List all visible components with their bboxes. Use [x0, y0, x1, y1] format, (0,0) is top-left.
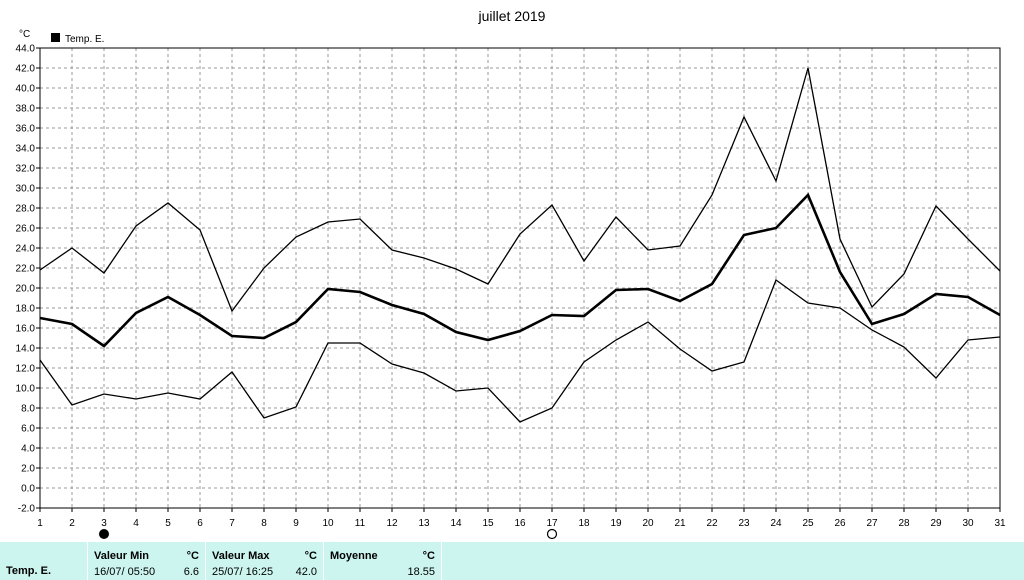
x-tick-label: 30 — [962, 518, 974, 529]
y-tick-label: 0.0 — [21, 484, 35, 495]
x-tick-label: 2 — [69, 518, 75, 529]
x-tick-label: 11 — [355, 518, 366, 529]
x-tick-label: 22 — [706, 518, 718, 529]
min-value: 6.6 — [183, 566, 199, 578]
y-tick-label: 10.0 — [16, 384, 36, 395]
y-tick-label: 22.0 — [16, 264, 36, 275]
avg-header: Moyenne — [330, 550, 378, 562]
x-tick-label: 7 — [229, 518, 235, 529]
temperature-chart: juillet 2019 °C Temp. E. -2.0 0.0 2.0 4.0 6.… — [16, 8, 1006, 540]
x-tick-label: 19 — [610, 518, 622, 529]
y-tick-label: 42.0 — [16, 64, 36, 75]
y-tick-label: 2.0 — [21, 464, 35, 475]
grid — [40, 48, 1000, 508]
y-tick-label: 28.0 — [16, 204, 36, 215]
y-tick-label: 30.0 — [16, 184, 36, 195]
avg-value: 18.55 — [407, 566, 435, 578]
statistics-bar: Temp. E. Valeur Min °C 16/07/ 05:50 6.6 … — [0, 542, 1024, 580]
y-tick-label: 8.0 — [21, 404, 35, 415]
x-tick-label: 3 — [101, 518, 107, 529]
x-tick-label: 12 — [386, 518, 398, 529]
avg-unit: °C — [422, 550, 435, 562]
x-tick-label: 23 — [738, 518, 750, 529]
y-unit-label: °C — [19, 29, 30, 40]
x-tick-label: 25 — [802, 518, 814, 529]
x-tick-label: 1 — [37, 518, 43, 529]
y-tick-label: 32.0 — [16, 164, 36, 175]
plot-frame — [39, 47, 1001, 509]
min-date: 16/07/ 05:50 — [94, 566, 156, 578]
series-line-max — [39, 67, 1001, 313]
y-tick-label: 44.0 — [16, 44, 36, 55]
x-tick-label: 26 — [834, 518, 846, 529]
x-tick-label: 18 — [578, 518, 590, 529]
x-tick-label: 17 — [546, 518, 558, 529]
stats-row-label-cell: Temp. E. — [0, 542, 88, 580]
y-tick-label: 12.0 — [16, 364, 36, 375]
y-tick-label: 36.0 — [16, 124, 36, 135]
chart-title: juillet 2019 — [478, 8, 546, 24]
series-line-mean — [39, 192, 1001, 348]
x-tick-label: 31 — [994, 518, 1006, 529]
y-tick-label: -2.0 — [18, 504, 36, 515]
x-tick-label: 29 — [930, 518, 942, 529]
y-tick-label: 26.0 — [16, 224, 36, 235]
x-tick-label: 8 — [261, 518, 267, 529]
legend-label: Temp. E. — [65, 34, 104, 45]
x-tick-label: 13 — [418, 518, 430, 529]
x-tick-label: 5 — [165, 518, 171, 529]
stats-max-cell: Valeur Max °C 25/07/ 16:25 42.0 — [206, 542, 324, 580]
x-axis-ticks: 1 2 3 4 5 6 7 8 9 10 11 12 13 14 15 16 17 18 19 20 21 22 23 24 2… — [37, 508, 1006, 529]
max-date: 25/07/ 16:25 — [212, 566, 274, 578]
x-tick-label: 6 — [197, 518, 203, 529]
y-axis-ticks: -2.0 0.0 2.0 4.0 6.0 8.0 10.0 12.0 14.0 16.0 18.0 2… — [16, 44, 40, 515]
x-tick-label: 20 — [642, 518, 654, 529]
y-tick-label: 34.0 — [16, 144, 36, 155]
max-header: Valeur Max — [212, 550, 270, 562]
max-unit: °C — [304, 550, 317, 562]
y-tick-label: 16.0 — [16, 324, 36, 335]
x-tick-label: 16 — [514, 518, 526, 529]
y-tick-label: 14.0 — [16, 344, 36, 355]
y-tick-label: 4.0 — [21, 444, 35, 455]
full-moon-icon — [546, 528, 558, 540]
y-tick-label: 18.0 — [16, 304, 36, 315]
y-tick-label: 38.0 — [16, 104, 36, 115]
series-line-min — [39, 278, 1001, 423]
stats-row-label: Temp. E. — [6, 565, 52, 577]
x-tick-label: 9 — [293, 518, 299, 529]
x-tick-label: 15 — [482, 518, 494, 529]
moon-markers — [99, 528, 558, 540]
min-header: Valeur Min — [94, 550, 150, 562]
x-tick-label: 4 — [133, 518, 139, 529]
min-unit: °C — [186, 550, 199, 562]
y-tick-label: 40.0 — [16, 84, 36, 95]
x-tick-label: 14 — [450, 518, 462, 529]
legend-swatch — [51, 33, 60, 42]
max-value: 42.0 — [295, 566, 317, 578]
new-moon-icon — [99, 529, 109, 539]
x-tick-label: 28 — [898, 518, 910, 529]
x-tick-label: 24 — [770, 518, 782, 529]
y-tick-label: 24.0 — [16, 244, 36, 255]
x-tick-label: 27 — [866, 518, 878, 529]
stats-avg-cell: Moyenne °C 18.55 — [324, 542, 442, 580]
x-tick-label: 10 — [322, 518, 334, 529]
series-lines — [39, 67, 1001, 423]
y-tick-label: 6.0 — [21, 424, 35, 435]
stats-min-cell: Valeur Min °C 16/07/ 05:50 6.6 — [88, 542, 206, 580]
x-tick-label: 21 — [674, 518, 686, 529]
y-tick-label: 20.0 — [16, 284, 36, 295]
